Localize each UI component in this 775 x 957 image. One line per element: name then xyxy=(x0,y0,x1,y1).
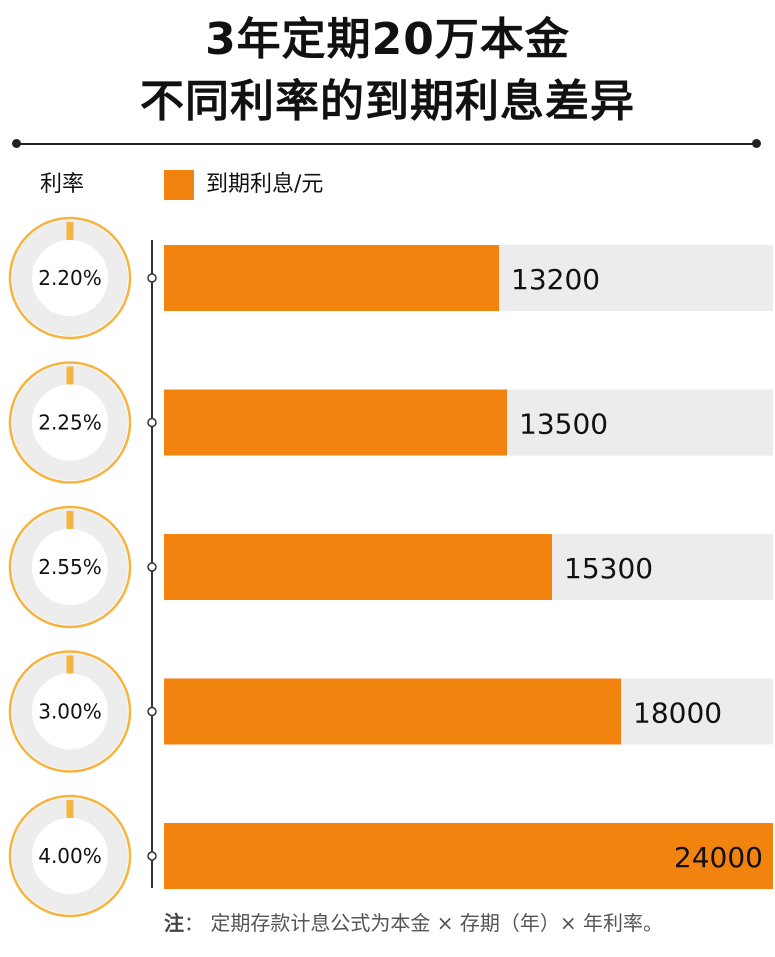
axis-marker xyxy=(147,273,157,283)
axis-marker xyxy=(147,851,157,861)
legend-swatch xyxy=(164,170,194,200)
rate-label: 2.20% xyxy=(38,266,102,290)
title-divider xyxy=(16,143,756,145)
footnote-prefix: 注 xyxy=(164,911,184,935)
axis-marker xyxy=(147,417,157,428)
bar xyxy=(164,823,773,889)
rate-ring-tick xyxy=(66,800,74,818)
footnote: 注： 定期存款计息公式为本金 × 存期（年）× 年利率。 xyxy=(164,908,663,938)
bar-value-label: 13200 xyxy=(511,263,600,296)
axis-marker xyxy=(147,706,157,717)
bar-value-label: 15300 xyxy=(564,552,653,585)
rate-ring-tick xyxy=(66,222,74,240)
rate-label: 2.25% xyxy=(38,411,102,435)
footnote-text: ： 定期存款计息公式为本金 × 存期（年）× 年利率。 xyxy=(184,911,663,935)
bar-value-label: 13500 xyxy=(519,408,608,441)
legend-label: 到期利息/元 xyxy=(206,172,324,197)
chart-legend: 到期利息/元 xyxy=(164,170,323,200)
bar xyxy=(164,389,507,456)
chart-title-line1: 3年定期20万本金 xyxy=(205,14,570,65)
bar xyxy=(164,678,621,745)
chart-title-line2: 不同利率的到期利息差异 xyxy=(140,76,635,127)
rate-ring-tick xyxy=(66,366,74,385)
rate-label: 4.00% xyxy=(38,844,102,868)
rate-label: 2.55% xyxy=(38,555,102,579)
bar xyxy=(164,534,552,600)
axis-marker xyxy=(147,562,157,572)
divider-right-dot xyxy=(752,139,761,148)
bar-value-label: 18000 xyxy=(633,697,722,730)
rate-column-header: 利率 xyxy=(40,172,85,197)
rate-ring-tick xyxy=(66,655,74,674)
bar-value-label: 24000 xyxy=(674,841,763,874)
bar xyxy=(164,245,499,311)
divider-left-dot xyxy=(12,139,21,148)
rate-ring-tick xyxy=(66,511,74,529)
rate-label: 3.00% xyxy=(38,700,102,724)
